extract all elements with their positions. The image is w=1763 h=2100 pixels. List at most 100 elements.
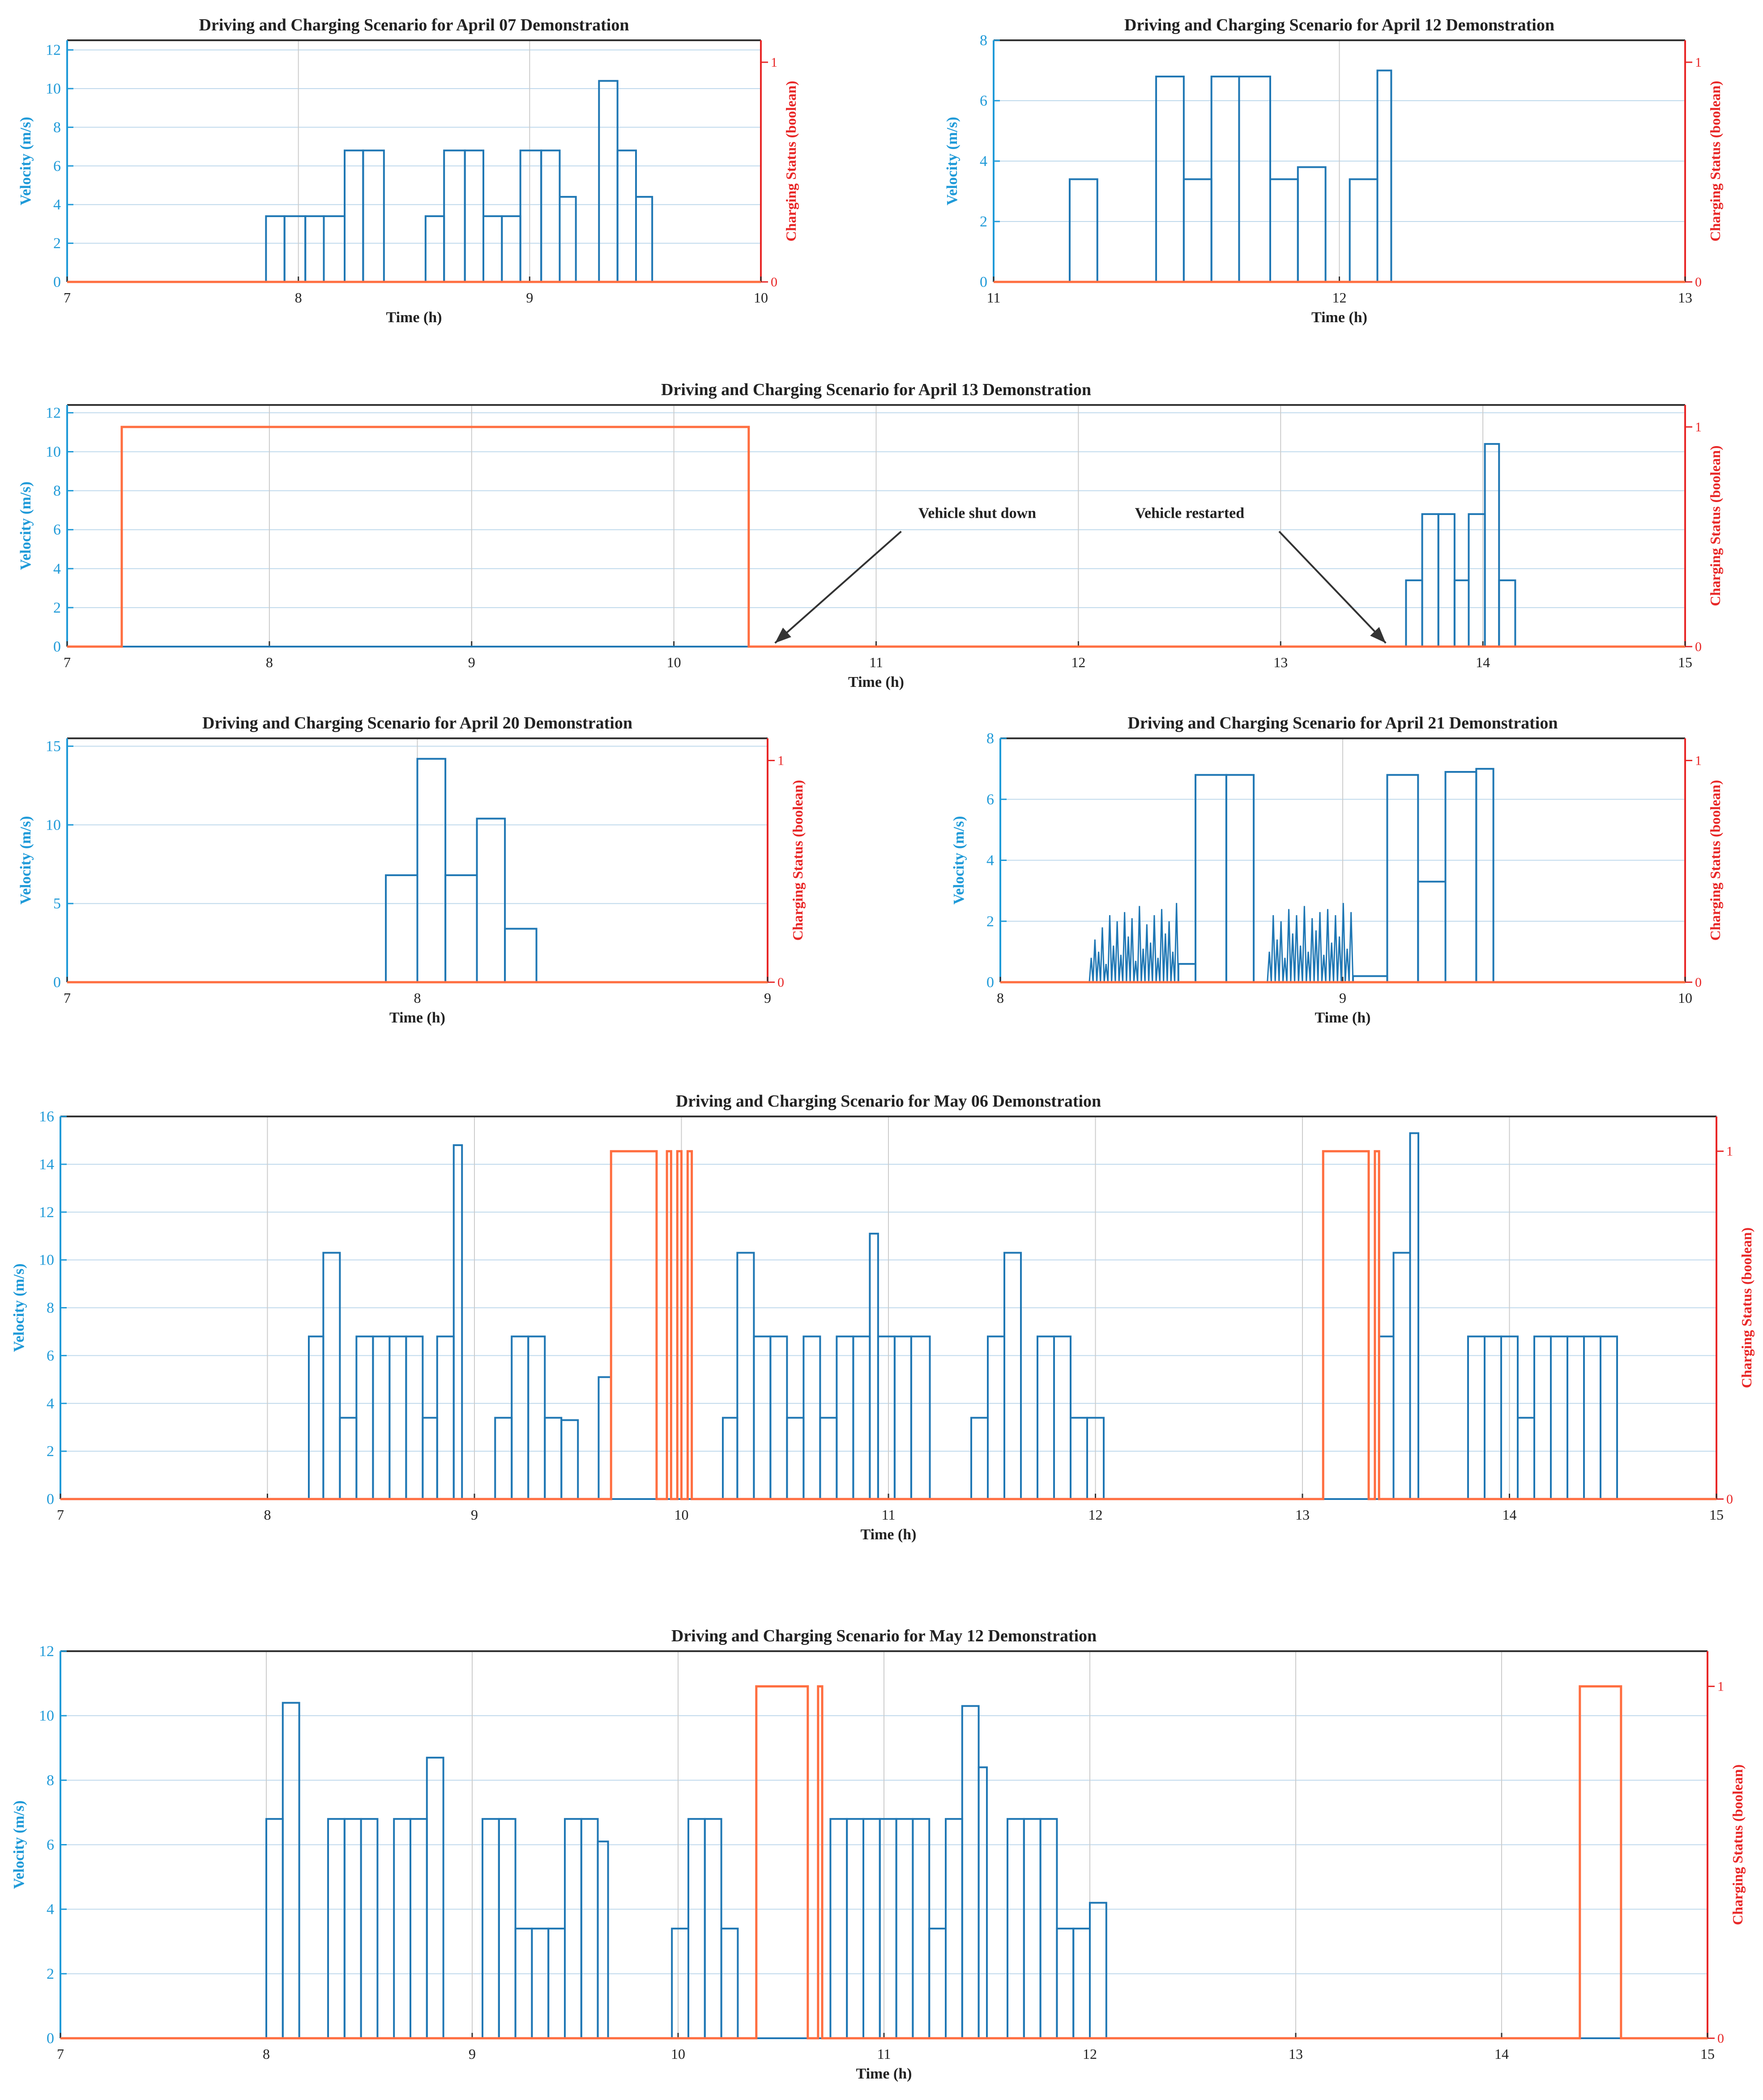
velocity-pulse	[1003, 1252, 1022, 1499]
velocity-pulse	[360, 1818, 379, 2038]
y-tick-label: 2	[980, 213, 987, 230]
y-tick-label: 8	[980, 32, 987, 49]
velocity-pulse	[1086, 1417, 1105, 1499]
velocity-pulse	[1498, 579, 1516, 647]
y-tick-label: 2	[47, 1443, 54, 1460]
x-tick-label: 10	[754, 290, 768, 306]
x-tick-label: 8	[295, 290, 302, 306]
y-right-axis-label: Charging Status (boolean)	[783, 81, 799, 241]
charging-status-line	[60, 1685, 1708, 2040]
y-right-tick-label: 1	[1726, 1144, 1733, 1159]
y-tick-label: 6	[53, 522, 61, 538]
y-right-axis-label: Charging Status (boolean)	[1707, 81, 1723, 241]
y-tick-label: 10	[46, 444, 61, 460]
y-tick-label: 8	[53, 483, 61, 499]
y-axis-label: Velocity (m/s)	[11, 1264, 27, 1352]
y-right-tick-label: 1	[1695, 420, 1702, 434]
y-tick-label: 2	[986, 913, 994, 930]
y-tick-label: 15	[46, 738, 61, 755]
velocity-pulse	[1297, 166, 1327, 282]
velocity-pulse	[1376, 69, 1392, 282]
velocity-pulse	[416, 758, 447, 982]
y-tick-label: 2	[53, 600, 61, 616]
chart-apr20: 0 5 10 15 0 1 7 8 9 Driving and Charging Scenario…	[17, 714, 806, 1026]
y-tick-label: 6	[47, 1347, 54, 1364]
y-tick-label: 6	[986, 791, 994, 808]
y-tick-label: 8	[47, 1772, 54, 1789]
velocity-pulse	[452, 1144, 463, 1499]
y-tick-label: 8	[53, 119, 61, 136]
velocity-pulse	[910, 1335, 931, 1499]
y-right-tick-label: 1	[1695, 55, 1702, 70]
y-right-tick-label: 0	[1695, 639, 1702, 654]
x-tick-label: 9	[471, 1507, 478, 1523]
y-axis-label: Velocity (m/s)	[17, 816, 34, 905]
velocity-pulse	[322, 1252, 341, 1499]
annotation-arrow	[774, 531, 902, 644]
velocity-pulse	[560, 1419, 579, 1499]
y-tick-label: 0	[53, 974, 61, 991]
x-tick-label: 8	[997, 990, 1004, 1006]
annotation-arrow	[1278, 531, 1387, 644]
x-tick-label: 15	[1678, 654, 1692, 670]
x-tick-label: 10	[1678, 990, 1692, 1006]
velocity-pulse	[504, 928, 538, 982]
y-tick-label: 5	[53, 895, 61, 912]
x-tick-label: 7	[57, 1507, 64, 1523]
y-axis-label: Velocity (m/s)	[951, 816, 967, 905]
y-axis-label: Velocity (m/s)	[17, 481, 34, 570]
annotation-arrowhead	[1370, 627, 1386, 643]
chart-may12: 0 2 4 6 8 10 12 0 1 7 8 9 10 11 12 13 14 15 Driving and Ch…	[11, 1627, 1746, 2082]
x-tick-label: 13	[1289, 2046, 1303, 2062]
x-tick-label: 14	[1494, 2046, 1509, 2062]
chart-apr07: 0 2 4 6 8 10 12 0 1 7 8 9 10 Driving and Charging Sce…	[17, 16, 799, 326]
x-tick-label: 12	[1083, 2046, 1097, 2062]
y-tick-label: 10	[46, 817, 61, 833]
velocity-pulse	[362, 149, 385, 282]
chart-apr13: 0 2 4 6 8 10 12 0 1 7 8 9 10 11 12 13 14 15 Driving and Ch…	[17, 380, 1723, 690]
y-tick-label: 10	[39, 1708, 54, 1724]
y-tick-label: 10	[39, 1252, 54, 1269]
y-tick-label: 2	[47, 1966, 54, 1982]
x-tick-label: 7	[57, 2046, 64, 2062]
velocity-pulse	[1484, 443, 1500, 647]
x-tick-label: 9	[469, 2046, 476, 2062]
y-tick-label: 0	[980, 274, 987, 290]
x-tick-label: 11	[869, 654, 883, 670]
y-right-tick-label: 1	[1695, 754, 1702, 768]
x-tick-label: 11	[877, 2046, 891, 2062]
y-right-tick-label: 0	[777, 975, 784, 990]
x-axis-label: Time (h)	[848, 674, 904, 690]
chart-title: Driving and Charging Scenario for April …	[199, 16, 629, 34]
x-axis-label: Time (h)	[861, 1526, 917, 1543]
y-right-axis-label: Charging Status (boolean)	[790, 780, 806, 941]
velocity-pulse	[1600, 1335, 1618, 1499]
x-tick-label: 10	[667, 654, 681, 670]
x-tick-label: 12	[1071, 654, 1085, 670]
velocity-pulse	[1225, 774, 1255, 982]
velocity-pulse	[476, 818, 506, 982]
y-tick-label: 0	[53, 639, 61, 655]
chart-title: Driving and Charging Scenario for April …	[661, 380, 1091, 399]
y-right-axis-label: Charging Status (boolean)	[1707, 445, 1723, 606]
x-tick-label: 11	[987, 290, 1001, 306]
velocity-pulse	[1409, 1132, 1419, 1499]
x-axis-label: Time (h)	[389, 1010, 445, 1026]
annotation-arrowhead	[775, 627, 791, 643]
x-tick-label: 8	[264, 1507, 271, 1523]
y-right-axis-label: Charging Status (boolean)	[1738, 1227, 1754, 1388]
y-tick-label: 12	[39, 1204, 54, 1221]
x-axis-label: Time (h)	[386, 309, 442, 326]
x-tick-label: 13	[1295, 1507, 1310, 1523]
y-tick-label: 4	[980, 153, 987, 170]
y-right-tick-label: 1	[771, 55, 777, 70]
y-tick-label: 8	[47, 1300, 54, 1316]
velocity-pulse	[426, 1756, 444, 2038]
x-tick-label: 7	[64, 290, 71, 306]
x-tick-label: 13	[1273, 654, 1288, 670]
y-tick-label: 12	[39, 1643, 54, 1660]
y-tick-label: 4	[53, 561, 61, 577]
velocity-pulse	[635, 196, 653, 282]
